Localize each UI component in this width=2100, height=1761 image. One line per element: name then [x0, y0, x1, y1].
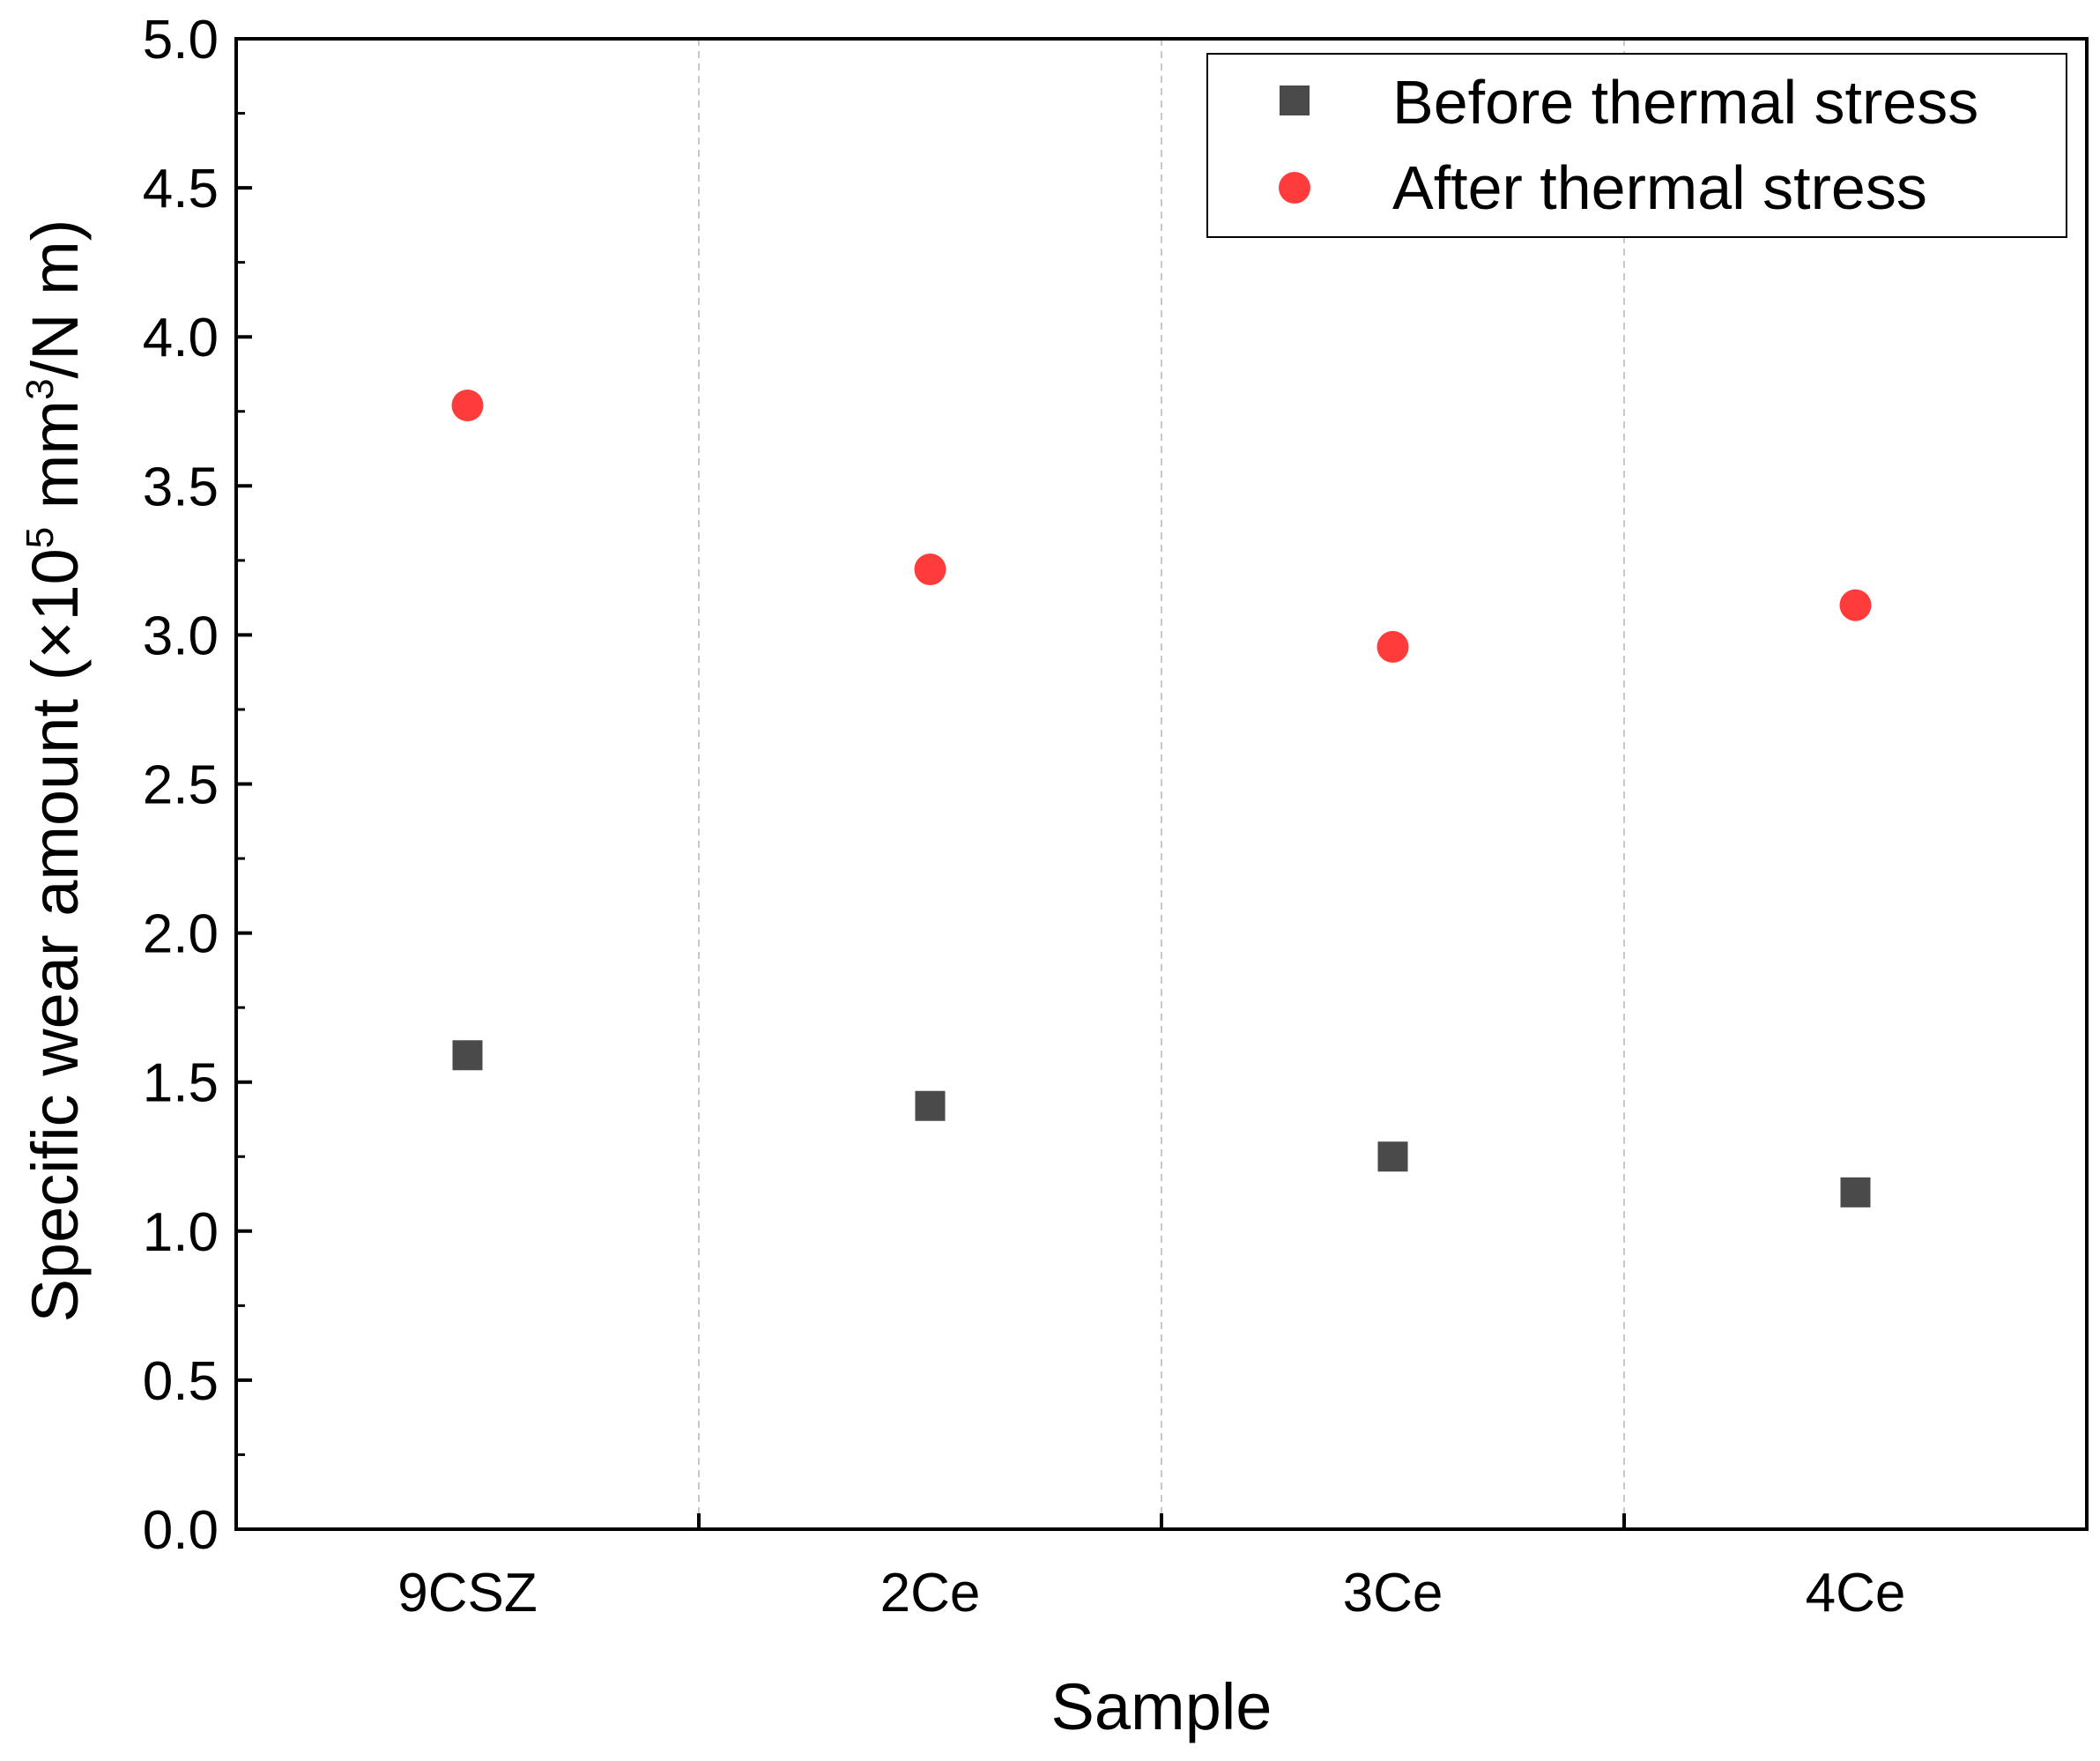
y-axis-title-prefix: Specific wear amount (×10	[19, 548, 92, 1322]
legend-marker-before	[1280, 85, 1310, 115]
point-before-2ce	[915, 1090, 946, 1121]
x-tick-label: 2Ce	[880, 1563, 981, 1624]
legend-label-before: Before thermal stress	[1392, 68, 1978, 137]
axis-ticks	[236, 37, 1626, 1531]
y-axis-title-exp1: 5	[19, 527, 62, 548]
y-tick-label: 3.5	[143, 457, 219, 517]
legend-box	[1206, 53, 2067, 238]
y-tick-label: 2.0	[143, 904, 219, 965]
y-tick-label: 4.5	[143, 159, 219, 219]
y-tick-label: 0.5	[143, 1351, 219, 1412]
y-tick-label: 3.0	[143, 606, 219, 666]
y-tick-label: 1.5	[143, 1053, 219, 1114]
point-before-4ce	[1840, 1177, 1871, 1207]
point-after-3ce	[1377, 630, 1409, 663]
point-before-9csz	[452, 1040, 483, 1071]
legend-label-after: After thermal stress	[1392, 153, 1927, 222]
y-tick-label: 5.0	[143, 10, 219, 71]
data-points	[451, 389, 1872, 1207]
y-tick-label: 0.0	[143, 1500, 219, 1561]
point-before-3ce	[1377, 1141, 1408, 1172]
plot-frame	[234, 37, 2089, 1531]
grid-lines	[698, 39, 1625, 1529]
y-tick-labels: 0.0 0.5 1.0 1.5 2.0 2.5 3.0 3.5 4.0 4.5 5.0	[143, 10, 219, 1561]
y-axis-title-middle: mm	[19, 400, 92, 527]
point-after-9csz	[451, 389, 484, 421]
y-axis-title-suffix: /N m)	[19, 219, 92, 379]
x-tick-label: 3Ce	[1343, 1563, 1443, 1624]
x-tick-label: 4Ce	[1806, 1563, 1906, 1624]
legend-marker-after	[1279, 172, 1310, 204]
y-axis-title-exp2: 3	[19, 378, 62, 399]
point-after-2ce	[914, 553, 946, 585]
y-tick-label: 4.0	[143, 308, 219, 368]
y-tick-label: 2.5	[143, 755, 219, 816]
y-axis-title: Specific wear amount (×105 mm3/N m)	[19, 219, 92, 1323]
y-tick-label: 1.0	[143, 1202, 219, 1263]
point-after-4ce	[1839, 589, 1872, 621]
x-tick-labels: 9CSZ 2Ce 3Ce 4Ce	[397, 1563, 1905, 1624]
x-axis-title: Sample	[1051, 1670, 1273, 1743]
x-tick-label: 9CSZ	[397, 1563, 537, 1624]
legend: Before thermal stress After thermal stre…	[1206, 53, 2067, 238]
